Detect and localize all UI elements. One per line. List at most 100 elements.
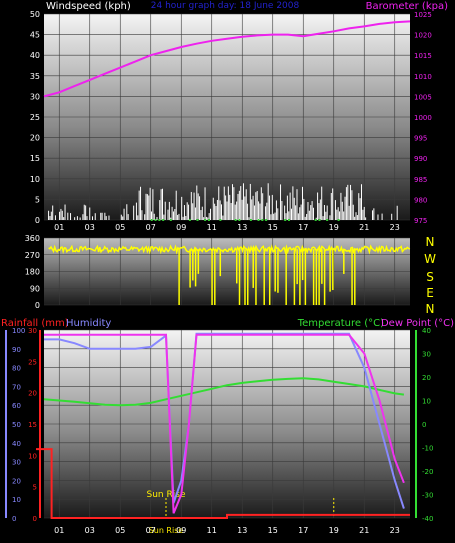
barometer-tick: 1020 — [414, 32, 432, 40]
temperature-tick: -30 — [422, 492, 433, 500]
x-tick: 23 — [390, 223, 400, 232]
rainfall-tick: 15 — [28, 421, 37, 429]
humidity-tick: 60 — [12, 402, 21, 410]
x-tick: 05 — [115, 223, 125, 232]
barometer-tick-labels: 975 980 985 990 995 1000 1005 1010 1015 1020 1025 — [414, 11, 432, 225]
direction-tick: 0 — [35, 301, 40, 310]
x-tick: 05 — [115, 526, 125, 535]
temperature-axis-label: Temperature (°C) — [297, 318, 384, 329]
barometer-tick: 1025 — [414, 11, 432, 19]
humidity-tick: 100 — [12, 327, 25, 335]
x-tick: 19 — [329, 526, 339, 535]
temperature-tick: 20 — [422, 374, 431, 382]
x-tick: 17 — [298, 526, 308, 535]
barometer-tick: 1000 — [414, 114, 432, 122]
direction-tick: 270 — [25, 251, 40, 260]
humidity-tick: 50 — [12, 421, 21, 429]
rainfall-tick: 5 — [33, 484, 37, 492]
humidity-tick-labels: 0 10 20 30 40 50 60 70 80 90 100 — [12, 327, 25, 523]
temperature-tick: 10 — [422, 398, 431, 406]
wind-direction-series — [48, 244, 411, 305]
humidity-axis-label: Humidity — [66, 318, 111, 329]
rainfall-tick: 30 — [28, 327, 37, 335]
rainfall-tick: 20 — [28, 390, 37, 398]
sunrise-tick-label: Sun Rise — [149, 526, 184, 535]
x-tick: 15 — [268, 223, 278, 232]
rainfall-axis-label: Rainfall (mm) — [1, 318, 69, 329]
humidity-tick: 20 — [12, 477, 21, 485]
windspeed-tick: 0 — [35, 216, 40, 225]
temperature-tick-labels: -40 -30 -20 -10 0 10 20 30 40 — [422, 327, 433, 523]
direction-tick: 90 — [30, 284, 40, 293]
rainfall-tick: 25 — [28, 358, 37, 366]
compass-label: N — [426, 302, 435, 316]
x-tick: 13 — [237, 526, 247, 535]
wind-direction-tick-labels: 0 90 180 270 360 — [25, 234, 40, 310]
humidity-tick: 30 — [12, 459, 21, 467]
dewpoint-series — [44, 333, 405, 514]
windspeed-tick: 45 — [30, 31, 40, 40]
windspeed-tick: 10 — [30, 175, 40, 184]
x-tick: 13 — [237, 223, 247, 232]
x-tick: 03 — [85, 526, 95, 535]
chart-title: 24 hour graph day: 18 June 2008 — [151, 1, 300, 11]
wind-pressure-gridlines — [44, 13, 410, 221]
x-tick: 07 — [146, 526, 156, 535]
direction-tick: 360 — [25, 234, 40, 243]
temperature-tick: 0 — [422, 421, 426, 429]
wind-pressure-x-tick-labels: 01 03 05 07 09 11 13 15 17 19 21 23 — [54, 223, 400, 232]
rainfall-tick: 0 — [33, 515, 37, 523]
barometer-series — [43, 20, 411, 98]
rainfall-tick-labels: 0 5 10 15 20 25 30 — [28, 327, 37, 523]
compass-label: E — [426, 286, 434, 300]
windspeed-series — [48, 183, 398, 220]
barometer-tick: 985 — [414, 176, 427, 184]
x-tick: 03 — [85, 223, 95, 232]
windspeed-tick: 20 — [30, 134, 40, 143]
x-tick: 21 — [359, 526, 369, 535]
barometer-tick: 980 — [414, 196, 427, 204]
windspeed-tick: 15 — [30, 154, 40, 163]
compass-label: S — [426, 270, 434, 284]
rainfall-series — [36, 448, 410, 519]
windspeed-tick: 40 — [30, 51, 40, 60]
x-tick: 23 — [390, 526, 400, 535]
sunrise-label: Sun Rise — [147, 490, 186, 500]
x-tick: 09 — [176, 223, 186, 232]
x-tick: 17 — [298, 223, 308, 232]
temperature-tick: -40 — [422, 515, 433, 523]
barometer-tick: 990 — [414, 155, 427, 163]
windspeed-tick-labels: 0 5 10 15 20 25 30 35 40 45 50 — [30, 10, 40, 225]
dewpoint-axis-label: Dew Point (°C) — [381, 318, 454, 329]
humidity-tick: 0 — [12, 515, 16, 523]
humidity-tick: 90 — [12, 346, 21, 354]
temperature-tick: 30 — [422, 351, 431, 359]
temperature-series — [43, 377, 405, 407]
x-tick: 15 — [268, 526, 278, 535]
humidity-tick: 70 — [12, 383, 21, 391]
x-tick: 11 — [207, 526, 217, 535]
humidity-tick: 40 — [12, 440, 21, 448]
windspeed-tick: 50 — [30, 10, 40, 19]
barometer-tick: 1010 — [414, 73, 432, 81]
x-tick: 21 — [359, 223, 369, 232]
x-tick: 11 — [207, 223, 217, 232]
temperature-tick: 40 — [422, 327, 431, 335]
rain-humidity-temp-x-tick-labels: 01 03 05 07 09 11 13 15 17 19 21 23 — [54, 526, 400, 535]
barometer-axis-label: Barometer (kpa) — [366, 1, 448, 12]
x-tick: 07 — [146, 223, 156, 232]
barometer-tick: 995 — [414, 135, 427, 143]
x-tick: 09 — [176, 526, 186, 535]
compass-label: W — [424, 252, 436, 266]
barometer-tick: 975 — [414, 217, 427, 225]
x-tick: 01 — [54, 526, 64, 535]
windspeed-tick: 30 — [30, 92, 40, 101]
rainfall-tick: 10 — [28, 452, 37, 460]
x-tick: 19 — [329, 223, 339, 232]
barometer-tick: 1005 — [414, 93, 432, 101]
humidity-tick: 10 — [12, 496, 21, 504]
humidity-tick: 80 — [12, 365, 21, 373]
temperature-tick: -20 — [422, 468, 433, 476]
